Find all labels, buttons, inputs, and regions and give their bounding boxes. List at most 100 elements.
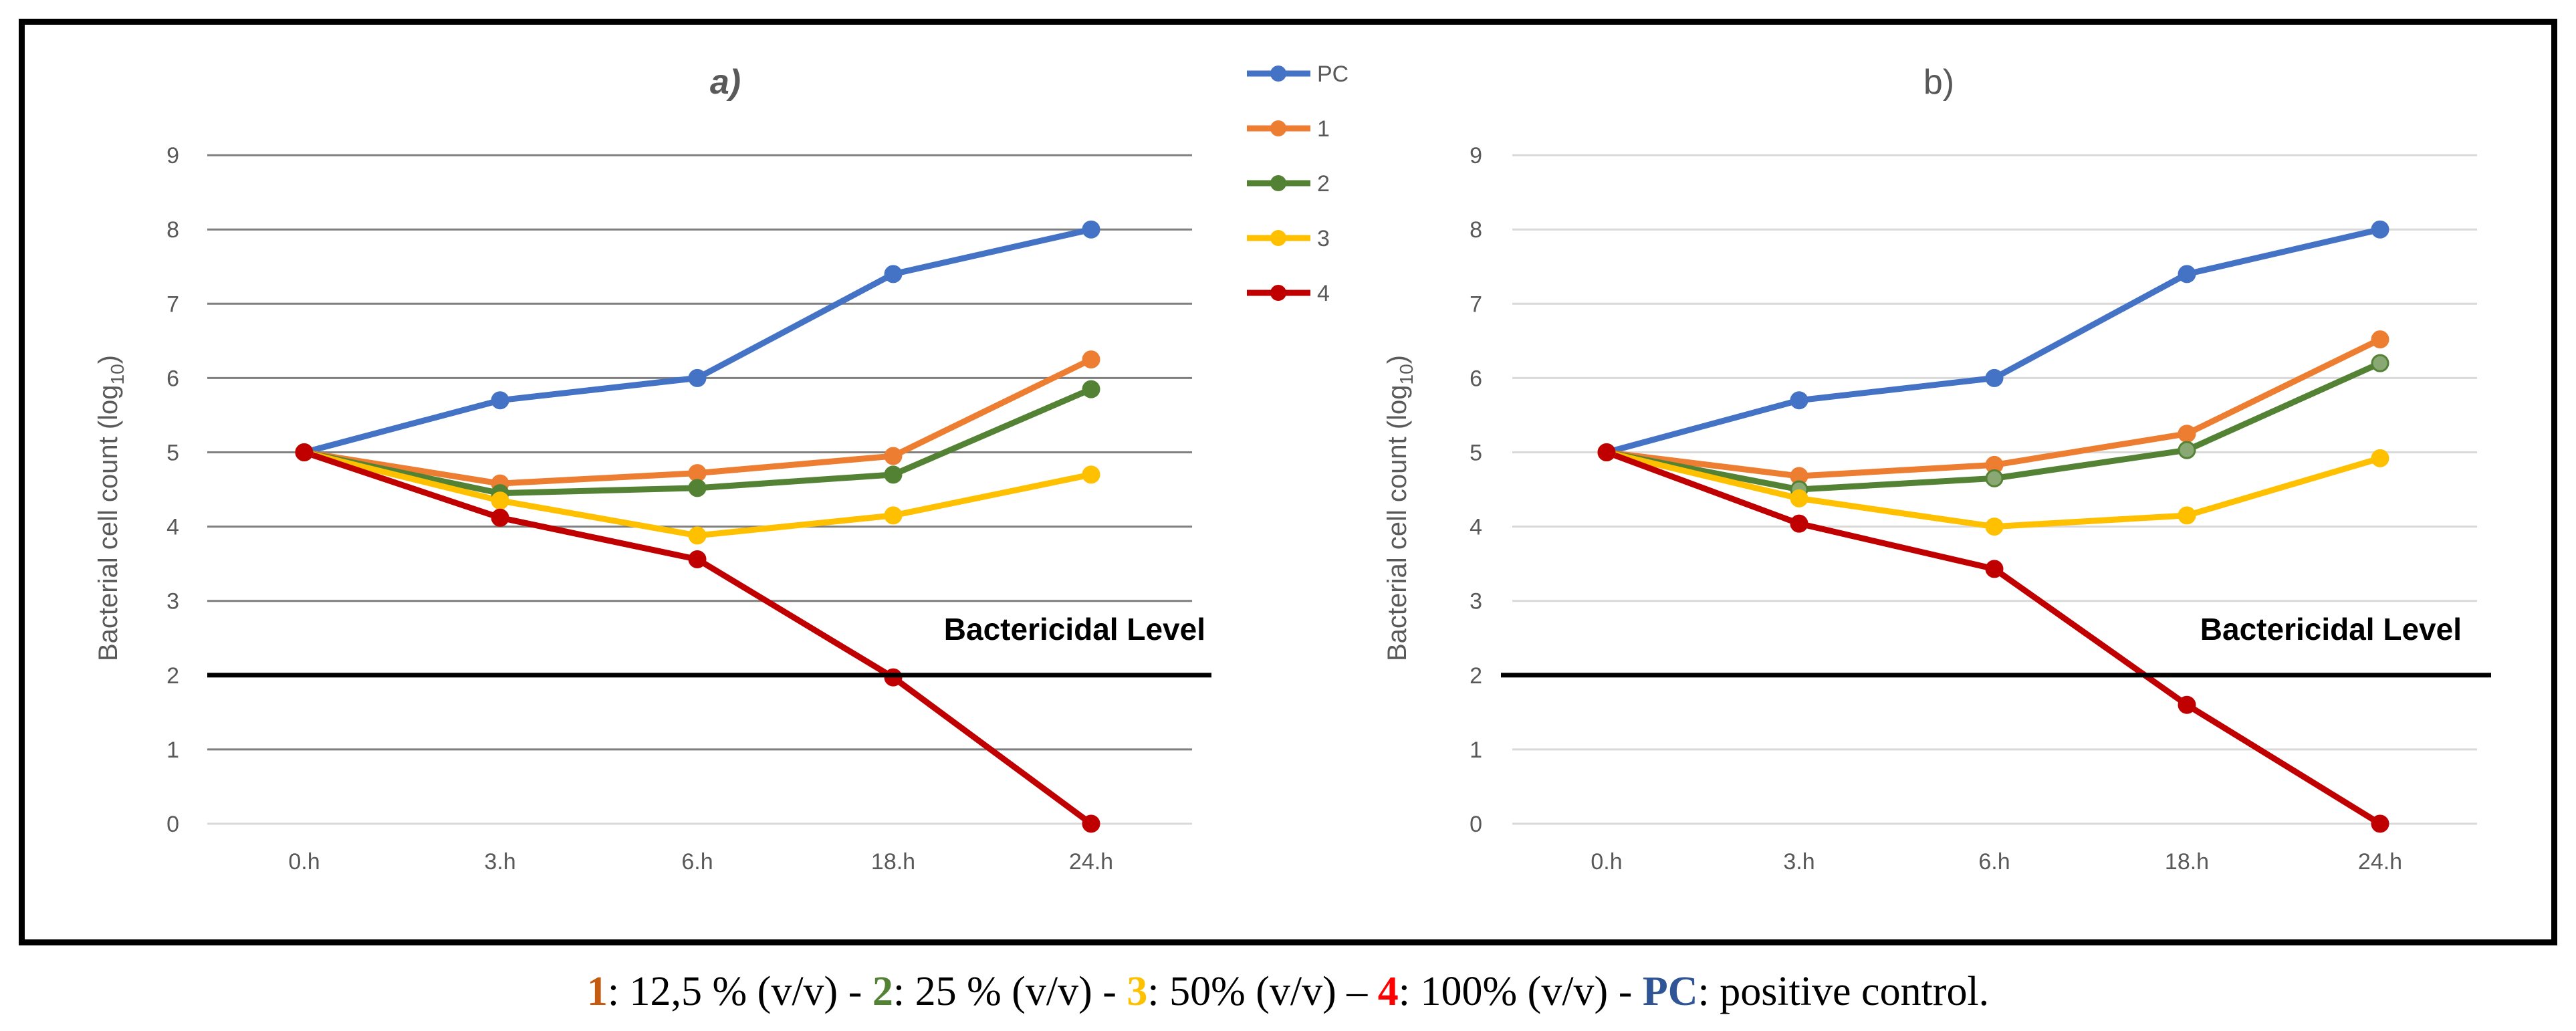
data-point-1-24.h bbox=[2371, 330, 2389, 349]
figure: 0 1 2 3 4 5 6 7 8 9 0.h 3.h 6.h 18.h 24.h a) Bacterial c… bbox=[94, 62, 2491, 875]
data-point-3-6.h bbox=[688, 526, 707, 545]
data-point-3-24.h bbox=[1082, 465, 1100, 484]
data-point-3-3.h bbox=[491, 491, 509, 510]
chart-title: b) bbox=[1923, 63, 1954, 102]
data-point-3-18.h bbox=[2178, 506, 2196, 525]
y-tick-label-5: 5 bbox=[166, 441, 179, 466]
y-tick-label-8: 8 bbox=[1470, 217, 1482, 243]
data-point-pc-24.h bbox=[2371, 220, 2389, 239]
legend-swatch-marker-1 bbox=[1270, 120, 1286, 136]
caption-key-3: 3 bbox=[1127, 969, 1148, 1014]
x-tick-label-18.h: 18.h bbox=[2165, 849, 2209, 875]
legend-swatch-marker-4 bbox=[1270, 285, 1286, 301]
y-tick-label-8: 8 bbox=[166, 217, 179, 243]
y-axis-label: Bacterial cell count (log10) bbox=[1383, 355, 1417, 661]
data-point-1-24.h bbox=[1082, 350, 1100, 369]
y-tick-label-1: 1 bbox=[1470, 737, 1482, 763]
x-tick-label-18.h: 18.h bbox=[871, 849, 915, 875]
caption-key-2: 2 bbox=[872, 969, 893, 1014]
y-tick-label-3: 3 bbox=[166, 589, 179, 614]
chart-panel-b: 0 1 2 3 4 5 6 7 8 9 0.h 3.h 6.h 18.h 24.h b) Bacterial c… bbox=[1383, 63, 2491, 875]
data-point-4-3.h bbox=[491, 508, 509, 527]
data-point-3-18.h bbox=[884, 506, 903, 525]
y-tick-label-7: 7 bbox=[1470, 292, 1482, 317]
bactericidal-level-label: Bactericidal Level bbox=[2200, 612, 2462, 647]
y-tick-label-6: 6 bbox=[166, 366, 179, 391]
data-point-4-24.h bbox=[2371, 814, 2389, 833]
data-point-2-24.h bbox=[1082, 380, 1100, 398]
x-tick-label-0.h: 0.h bbox=[288, 849, 320, 875]
chart-title: a) bbox=[710, 63, 741, 102]
y-tick-label-0: 0 bbox=[166, 812, 179, 837]
figure-caption: 1: 12,5 % (v/v) - 2: 25 % (v/v) - 3: 50%… bbox=[0, 968, 2576, 1016]
data-point-2-24.h bbox=[2371, 354, 2389, 372]
data-point-1-6.h bbox=[688, 464, 707, 483]
legend-swatch-marker-pc bbox=[1270, 66, 1286, 82]
figure-frame bbox=[19, 19, 2557, 945]
data-point-4-0.h bbox=[1597, 443, 1616, 461]
caption-text-1: : 12,5 % (v/v) - bbox=[607, 969, 872, 1014]
data-point-3-3.h bbox=[1790, 489, 1808, 507]
y-tick-label-4: 4 bbox=[1470, 515, 1482, 540]
x-tick-label-24.h: 24.h bbox=[2358, 849, 2402, 875]
x-tick-label-6.h: 6.h bbox=[681, 849, 713, 875]
data-point-4-6.h bbox=[688, 550, 707, 568]
y-tick-label-7: 7 bbox=[166, 292, 179, 317]
data-point-pc-6.h bbox=[688, 368, 707, 387]
legend-label-pc: PC bbox=[1317, 62, 1349, 87]
y-tick-label-1: 1 bbox=[166, 737, 179, 763]
data-point-pc-18.h bbox=[884, 265, 903, 283]
data-point-2-18.h bbox=[884, 465, 903, 484]
data-point-2-6.h bbox=[1985, 469, 2004, 487]
legend-label-4: 4 bbox=[1317, 281, 1330, 306]
legend: PC 1 2 3 4 bbox=[1247, 62, 1349, 306]
caption-key-4: 4 bbox=[1377, 969, 1399, 1014]
x-tick-label-6.h: 6.h bbox=[1978, 849, 2010, 875]
data-point-4-18.h bbox=[2178, 695, 2196, 714]
data-point-4-0.h bbox=[295, 443, 314, 461]
legend-swatch-marker-3 bbox=[1270, 230, 1286, 246]
legend-label-3: 3 bbox=[1317, 226, 1330, 251]
caption-text-2: : 25 % (v/v) - bbox=[893, 969, 1127, 1014]
bactericidal-level-label: Bactericidal Level bbox=[944, 612, 1205, 647]
data-point-2-18.h bbox=[2178, 441, 2196, 459]
legend-label-2: 2 bbox=[1317, 171, 1330, 197]
data-point-3-24.h bbox=[2371, 449, 2389, 467]
y-tick-label-9: 9 bbox=[1470, 143, 1482, 168]
caption-text-3: : 50% (v/v) – bbox=[1147, 969, 1378, 1014]
caption-key-1: 1 bbox=[586, 969, 608, 1014]
legend-label-1: 1 bbox=[1317, 116, 1330, 142]
y-axis-label: Bacterial cell count (log10) bbox=[94, 355, 128, 661]
y-tick-label-3: 3 bbox=[1470, 589, 1482, 614]
y-tick-label-9: 9 bbox=[166, 143, 179, 168]
caption-key-pc: PC bbox=[1642, 969, 1698, 1014]
y-tick-label-2: 2 bbox=[166, 663, 179, 689]
x-tick-label-3.h: 3.h bbox=[1783, 849, 1814, 875]
y-tick-label-6: 6 bbox=[1470, 366, 1482, 391]
x-tick-label-24.h: 24.h bbox=[1069, 849, 1113, 875]
data-point-pc-24.h bbox=[1082, 220, 1100, 239]
y-tick-label-4: 4 bbox=[166, 515, 179, 540]
caption-text-pc: : positive control. bbox=[1697, 969, 1990, 1014]
data-point-2-6.h bbox=[688, 479, 707, 497]
data-point-pc-3.h bbox=[491, 391, 509, 410]
y-tick-label-0: 0 bbox=[1470, 812, 1482, 837]
legend-swatch-marker-2 bbox=[1270, 175, 1286, 191]
data-point-pc-18.h bbox=[2178, 265, 2196, 283]
data-point-3-6.h bbox=[1985, 518, 2004, 536]
data-point-4-24.h bbox=[1082, 814, 1100, 833]
data-point-4-6.h bbox=[1985, 560, 2004, 578]
data-point-4-3.h bbox=[1790, 514, 1808, 533]
series-line-1 bbox=[1603, 336, 2383, 479]
data-point-1-18.h bbox=[2178, 425, 2196, 443]
caption-text-4: : 100% (v/v) - bbox=[1398, 969, 1643, 1014]
chart-panel-a: 0 1 2 3 4 5 6 7 8 9 0.h 3.h 6.h 18.h 24.h a) Bacterial c… bbox=[94, 63, 1211, 875]
data-point-pc-3.h bbox=[1790, 391, 1808, 410]
data-point-pc-6.h bbox=[1985, 368, 2004, 387]
x-tick-label-3.h: 3.h bbox=[484, 849, 515, 875]
data-point-1-18.h bbox=[884, 447, 903, 465]
y-tick-label-5: 5 bbox=[1470, 441, 1482, 466]
series-line-pc bbox=[1603, 226, 2383, 455]
y-tick-label-2: 2 bbox=[1470, 663, 1482, 689]
x-tick-label-0.h: 0.h bbox=[1591, 849, 1622, 875]
